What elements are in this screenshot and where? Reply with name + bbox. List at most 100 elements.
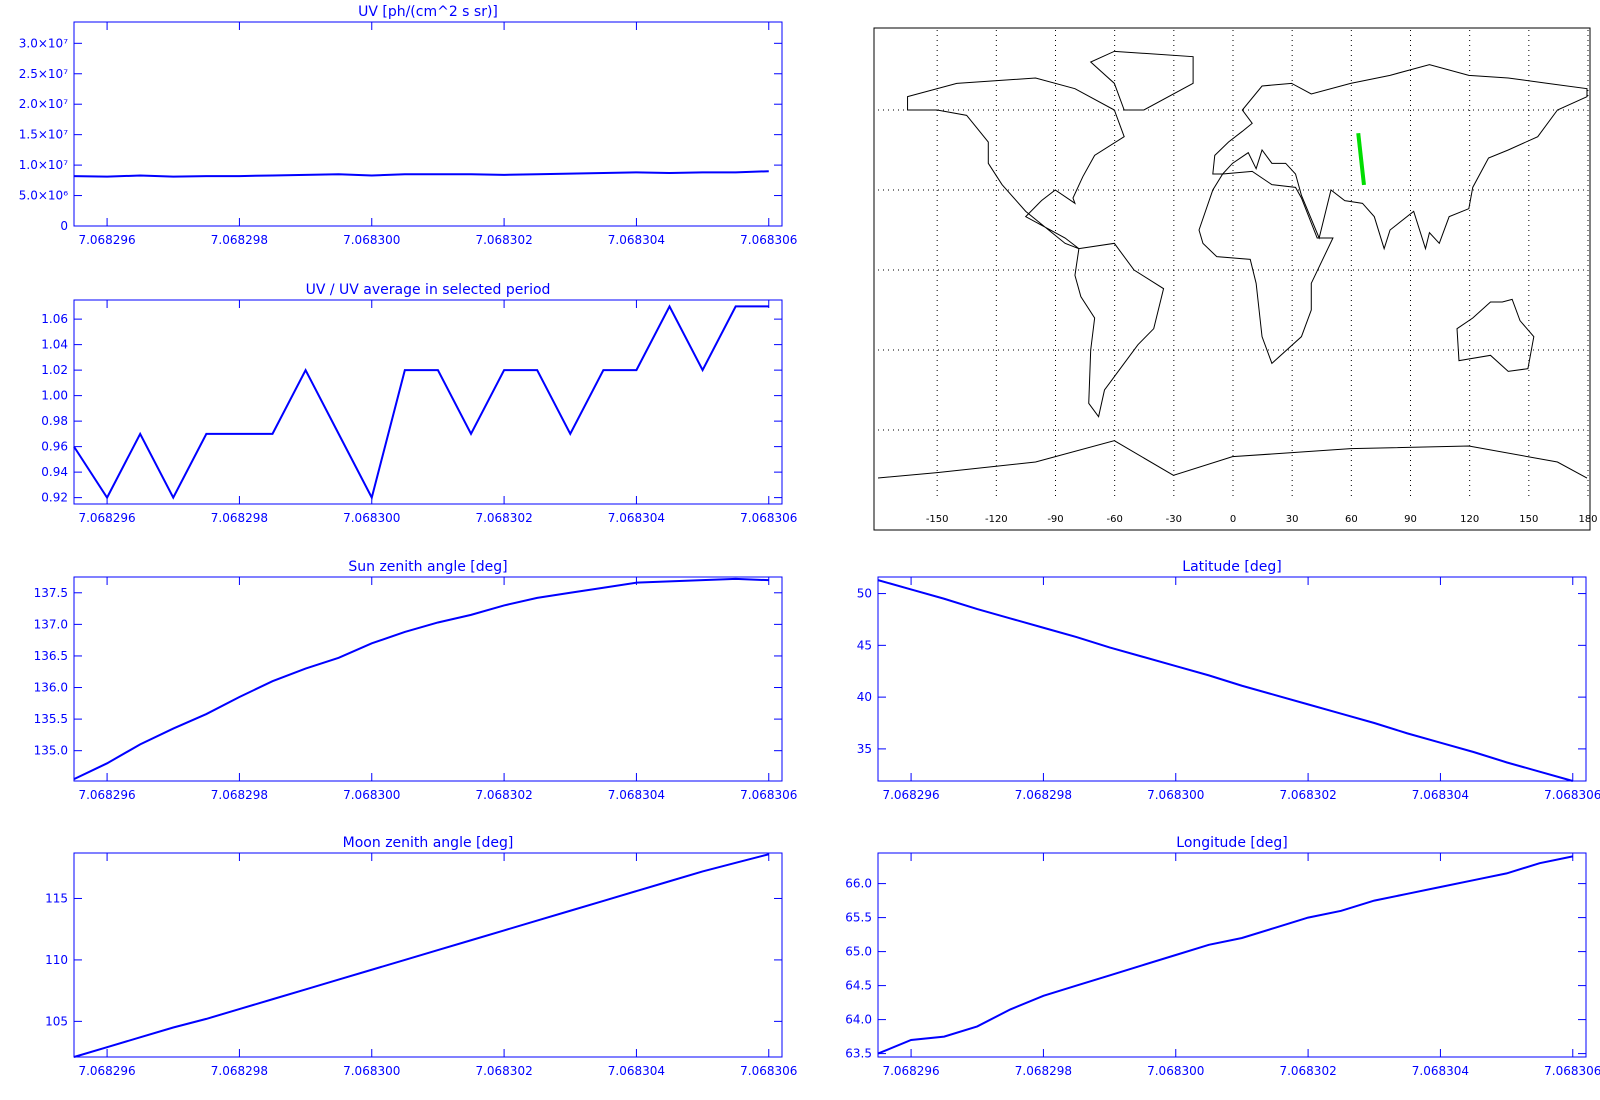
y-tick-label: 3.0×10⁷ — [19, 36, 68, 50]
map-tick: 90 — [1404, 514, 1417, 525]
eurasia — [1213, 65, 1587, 249]
plot-frame — [877, 852, 1587, 1058]
x-tick-label: 7.068306 — [1544, 1064, 1600, 1078]
map-tick: 120 — [1460, 514, 1479, 525]
plot-frame — [73, 576, 783, 782]
y-tick-label: 0.96 — [41, 440, 68, 454]
y-tick-label: 63.5 — [845, 1047, 872, 1061]
x-tick-label: 7.068306 — [740, 233, 797, 247]
data-line — [73, 853, 770, 1058]
x-tick-label: 7.068302 — [1279, 1064, 1336, 1078]
x-tick-label: 7.068304 — [1412, 788, 1469, 802]
y-tick-label: 110 — [45, 953, 68, 967]
x-tick-label: 7.068304 — [608, 1064, 665, 1078]
x-tick-label: 7.068300 — [1147, 1064, 1204, 1078]
x-tick-label: 7.068296 — [78, 233, 135, 247]
x-tick-label: 7.068298 — [211, 1064, 268, 1078]
north-america — [908, 78, 1125, 249]
y-tick-label: 137.0 — [34, 617, 68, 631]
x-tick-label: 7.068302 — [475, 233, 532, 247]
plot-frame — [73, 299, 783, 505]
x-tick-label: 7.068298 — [1015, 1064, 1072, 1078]
y-tick-label: 64.5 — [845, 979, 872, 993]
map-frame — [873, 27, 1591, 531]
chart-title: Moon zenith angle [deg] — [343, 835, 514, 851]
chart-title: UV [ph/(cm^2 s sr)] — [358, 4, 498, 20]
x-tick-label: 7.068296 — [78, 511, 135, 525]
x-tick-label: 7.068296 — [78, 1064, 135, 1078]
map-tick: -120 — [985, 514, 1008, 525]
x-tick-label: 7.068304 — [608, 788, 665, 802]
x-tick-label: 7.068296 — [78, 788, 135, 802]
y-tick-label: 0.98 — [41, 414, 68, 428]
x-tick-label: 7.068306 — [740, 511, 797, 525]
y-tick-label: 115 — [45, 891, 68, 905]
chart-title: Longitude [deg] — [1176, 835, 1287, 851]
x-tick-label: 7.068298 — [211, 788, 268, 802]
y-tick-label: 136.0 — [34, 681, 68, 695]
map-tick: 150 — [1519, 514, 1538, 525]
chart-title: UV / UV average in selected period — [306, 282, 551, 298]
x-tick-label: 7.068302 — [475, 1064, 532, 1078]
map-tick: -150 — [926, 514, 949, 525]
y-tick-label: 0 — [60, 219, 68, 233]
y-tick-label: 45 — [857, 638, 872, 652]
x-tick-label: 7.068300 — [343, 233, 400, 247]
x-tick-label: 7.068298 — [211, 511, 268, 525]
map-tick: 180 — [1578, 514, 1597, 525]
y-tick-label: 1.0×10⁷ — [19, 158, 68, 172]
map-tick: 30 — [1286, 514, 1299, 525]
y-tick-label: 40 — [857, 690, 872, 704]
y-tick-label: 135.5 — [34, 712, 68, 726]
antarctica — [878, 441, 1587, 478]
x-tick-label: 7.068304 — [608, 511, 665, 525]
chart-title: Latitude [deg] — [1182, 559, 1281, 575]
y-tick-label: 135.0 — [34, 744, 68, 758]
y-tick-label: 1.06 — [41, 312, 68, 326]
map-tick: -60 — [1106, 514, 1122, 525]
data-line — [73, 170, 769, 178]
plot-frame — [73, 21, 783, 227]
y-tick-label: 137.5 — [34, 586, 68, 600]
x-tick-label: 7.068298 — [211, 233, 268, 247]
satellite-track — [1356, 132, 1366, 186]
australia — [1457, 299, 1534, 371]
chart-title: Sun zenith angle [deg] — [348, 559, 507, 575]
data-line — [877, 855, 1573, 1055]
y-tick-label: 35 — [857, 742, 872, 756]
y-tick-label: 65.5 — [845, 911, 872, 925]
data-line — [877, 579, 1574, 782]
y-tick-label: 65.0 — [845, 945, 872, 959]
map-tick: 0 — [1230, 514, 1236, 525]
y-tick-label: 136.5 — [34, 649, 68, 663]
x-tick-label: 7.068298 — [1015, 788, 1072, 802]
y-tick-label: 66.0 — [845, 877, 872, 891]
data-line — [73, 304, 769, 501]
y-tick-label: 64.0 — [845, 1013, 872, 1027]
x-tick-label: 7.068306 — [740, 788, 797, 802]
plot-frame — [73, 852, 783, 1058]
y-tick-label: 1.04 — [41, 338, 68, 352]
map-tick: -30 — [1166, 514, 1182, 525]
y-tick-label: 0.92 — [41, 491, 68, 505]
x-tick-label: 7.068302 — [475, 511, 532, 525]
x-tick-label: 7.068306 — [740, 1064, 797, 1078]
x-tick-label: 7.068304 — [608, 233, 665, 247]
greenland — [1091, 51, 1193, 110]
x-tick-label: 7.068304 — [1412, 1064, 1469, 1078]
y-tick-label: 2.5×10⁷ — [19, 67, 68, 81]
y-tick-label: 50 — [857, 587, 872, 601]
y-tick-label: 2.0×10⁷ — [19, 97, 68, 111]
x-tick-label: 7.068300 — [343, 1064, 400, 1078]
y-tick-label: 1.00 — [41, 389, 68, 403]
x-tick-label: 7.068302 — [475, 788, 532, 802]
x-tick-label: 7.068302 — [1279, 788, 1336, 802]
y-tick-label: 0.94 — [41, 465, 68, 479]
africa — [1199, 171, 1333, 363]
data-line — [73, 577, 769, 781]
south-america — [1075, 243, 1164, 416]
map-tick: -90 — [1047, 514, 1063, 525]
y-tick-label: 1.5×10⁷ — [19, 128, 68, 142]
